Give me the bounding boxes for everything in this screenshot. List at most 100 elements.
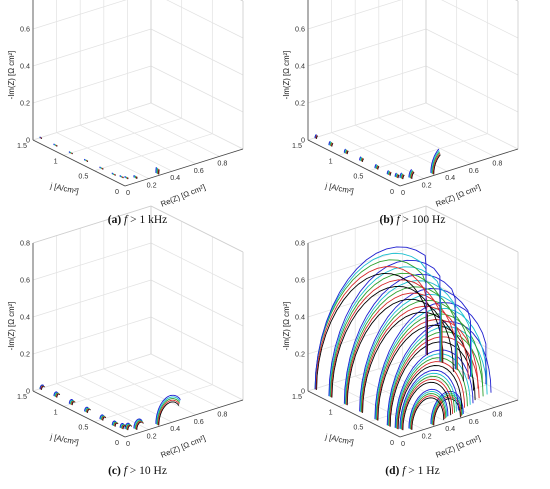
impedance-curve: [362, 158, 364, 162]
impedance-curve: [431, 151, 440, 174]
z-tick-label: 0.6: [295, 276, 305, 285]
impedance-curve: [39, 384, 44, 390]
floor-grid-line: [56, 132, 149, 179]
j-axis-line: [32, 390, 126, 438]
wall-grid-line: [32, 279, 152, 318]
re-tick-label: 0.8: [492, 158, 502, 167]
impedance-curve: [316, 272, 428, 390]
impedance-curve: [374, 164, 377, 169]
impedance-curve: [409, 169, 413, 178]
impedance-curve: [375, 313, 484, 420]
impedance-curve: [360, 157, 363, 162]
wall-grid-line: [32, 28, 152, 67]
impedance-curve: [388, 336, 480, 427]
impedance-curve: [387, 326, 488, 426]
impedance-curves: [39, 136, 160, 180]
wall-grid-line: [425, 242, 519, 290]
caption-d-text: > 1 Hz: [405, 465, 440, 477]
z-tick-label: 0: [301, 387, 305, 396]
impedance-curve: [157, 399, 180, 426]
impedance-curve: [361, 157, 364, 162]
impedance-curve: [388, 171, 391, 176]
z-tick-label: 0.4: [295, 62, 305, 71]
impedance-curve: [389, 172, 392, 176]
impedance-curve: [377, 166, 380, 170]
z-tick-label: 0: [301, 136, 305, 145]
re-tick-label: 0.8: [217, 409, 227, 418]
re-tick-label: 0.2: [147, 432, 157, 441]
impedance-curve: [410, 171, 414, 179]
j-tick-label: 0.5: [78, 172, 88, 181]
re-tick-label: 0.4: [170, 424, 180, 433]
j-axis-label: j [A/cm²]: [49, 432, 80, 447]
z-tick-label: 0.4: [20, 62, 30, 71]
impedance-curve: [343, 148, 346, 153]
impedance-curve: [344, 149, 347, 154]
wall-grid-line: [32, 353, 152, 392]
impedance-curve: [399, 172, 402, 178]
impedance-curve: [314, 134, 317, 139]
j-axis-line: [307, 390, 401, 438]
caption-b-symbol: f: [396, 214, 400, 226]
impedance-curve: [402, 381, 452, 431]
floor-grid-line: [63, 117, 182, 156]
re-tick-label: 0.2: [422, 432, 432, 441]
impedance-curve: [133, 418, 143, 429]
box-edge: [307, 205, 427, 244]
impedance-curve: [124, 422, 130, 429]
re-tick-label: 0.4: [170, 173, 180, 182]
z-tick-label: 0: [26, 387, 30, 396]
wall-grid-line: [307, 279, 427, 318]
wall-grid-line: [441, 0, 519, 39]
z-axis-label: -Im(Z) [Ω cm²]: [282, 51, 291, 100]
impedance-curve: [330, 142, 333, 147]
impedance-curve: [409, 390, 448, 429]
z-tick-label: 0.6: [295, 25, 305, 34]
j-tick-label: 0: [115, 438, 119, 447]
wall-grid-line: [32, 316, 152, 355]
re-tick-label: 0.4: [445, 424, 455, 433]
j-tick-label: 1: [329, 156, 333, 165]
floor-grid-line: [378, 117, 471, 165]
impedance-curve: [399, 369, 459, 429]
box-edge: [150, 205, 244, 253]
wall-grid-line: [307, 65, 427, 104]
impedance-curve: [158, 401, 180, 426]
impedance-curves: [39, 384, 181, 431]
impedance-curve: [134, 419, 143, 429]
floor-grid-line: [63, 368, 182, 407]
impedance-curve: [410, 395, 446, 430]
floor-grid-line: [127, 110, 220, 157]
caption-a-letter: (a): [107, 214, 122, 226]
z-tick-label: 0.6: [20, 25, 30, 34]
j-tick-label: 1.5: [17, 141, 27, 150]
impedance-curve: [395, 353, 471, 429]
re-tick-label: 0.8: [492, 409, 502, 418]
impedance-curve: [315, 266, 428, 390]
impedance-curve: [396, 357, 468, 429]
impedance-curve: [387, 170, 390, 175]
impedance-curve: [359, 156, 362, 161]
z-tick-label: 0.6: [20, 276, 30, 285]
z-tick-label: 0.8: [20, 239, 30, 248]
re-tick-label: 0.6: [469, 166, 479, 175]
panel-c-chart: 00.20.40.60.800.511.500.20.40.60.8Re(Z) …: [7, 205, 244, 460]
impedance-curve: [401, 378, 454, 430]
impedance-curve: [84, 406, 89, 412]
impedance-curve: [359, 288, 471, 412]
j-tick-label: 0: [390, 438, 394, 447]
impedance-curve: [375, 165, 378, 169]
impedance-curve: [346, 292, 458, 405]
impedance-curve: [430, 148, 440, 174]
wall-grid-line: [425, 65, 519, 113]
re-tick-label: 0.4: [445, 173, 455, 182]
j-tick-label: 1: [329, 407, 333, 416]
j-tick-label: 1.5: [17, 392, 27, 401]
impedance-curve: [386, 170, 389, 175]
floor-grid-line: [402, 361, 495, 408]
floor-grid-line: [94, 384, 213, 423]
re-tick-label: 0.6: [194, 166, 204, 175]
wall-grid-line: [150, 102, 244, 150]
re-axis-label: Re(Z) [Ω cm²]: [434, 434, 481, 460]
caption-b-text: > 100 Hz: [399, 214, 446, 226]
